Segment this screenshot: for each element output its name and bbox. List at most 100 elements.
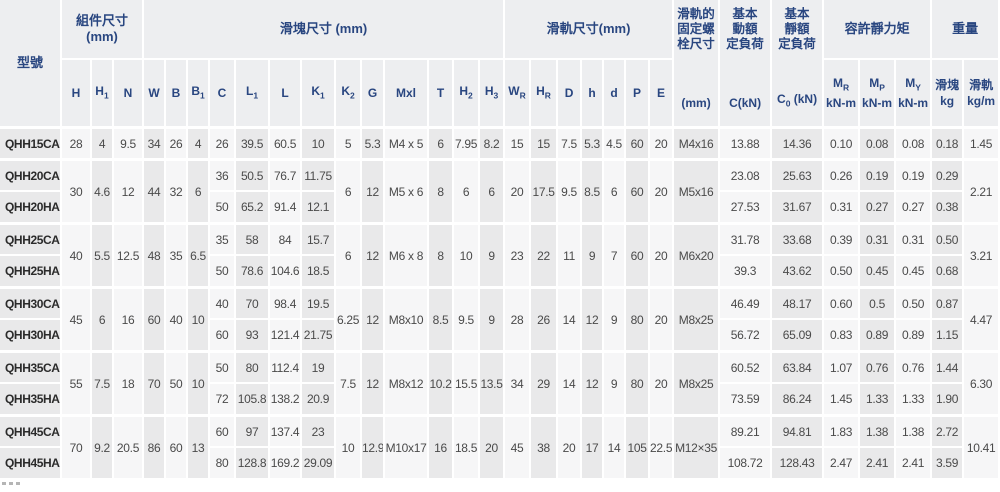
cell: 60 [626,222,651,286]
cell: M12×35 [674,414,721,478]
col-header-E: E [650,58,675,126]
cell: 15.5 [454,350,481,414]
cell: 0.27 [860,190,897,222]
header-dynamic-load: 基本 動額 定負荷 C(kN) [720,0,773,126]
cell: 10 [454,222,481,286]
cell: 0.87 [932,286,965,318]
header-rail-bolt-size: 滑軌的 固定螺 栓尺寸 (mm) [674,0,721,126]
cell: 9 [604,350,627,414]
cell: M5x16 [674,158,721,222]
cell: 65.2 [236,190,271,222]
cell: 18.5 [302,254,337,286]
cell: 0.50 [824,254,861,286]
table-row-qhh20ca: QHH20CA 30 4.6 12 44 32 6 36 50.5 76.7 1… [0,158,1000,222]
cell: 8.5 [582,158,605,222]
cell: 50 [210,350,237,382]
col-header-block-weight: 滑塊 kg [932,58,965,126]
cell: 97 [236,414,271,446]
cell: 1.44 [932,350,965,382]
cell: M5 x 6 [385,158,430,222]
cell: 17 [582,414,605,478]
cell: 27.53 [720,190,773,222]
header-block-dims-group: 滑塊尺寸 (mm) [144,0,506,58]
col-header-G: G [362,58,386,126]
cell: 50.5 [236,158,271,190]
cell: 1.38 [860,414,897,446]
cell: 30 [62,158,92,222]
cell: 2.72 [932,414,965,446]
cell: 0.68 [932,254,965,286]
cell: 20 [650,158,675,222]
cell: 39.5 [236,126,271,158]
cell: 6.30 [964,350,1000,414]
model-cell: QHH30CA [0,286,62,318]
cell: 108.72 [720,446,773,478]
cell: 80 [210,446,237,478]
cell: 8 [429,158,455,222]
cell: 56.72 [720,318,773,350]
cell: 13 [188,414,211,478]
cell: 4 [92,126,114,158]
cell: 6 [454,158,481,222]
cell: 105 [626,414,651,478]
model-cell: QHH20CA [0,158,62,190]
table-row-qhh25ca: QHH25CA 40 5.5 12.5 48 35 6.5 35 58 84 1… [0,222,1000,286]
cell: 12.5 [114,222,145,286]
cell: 9.2 [92,414,114,478]
cell: 104.6 [270,254,303,286]
cell: 17.5 [531,158,559,222]
cell: 60 [210,414,237,446]
model-cell: QHH45CA [0,414,62,446]
cell: 19 [302,350,337,382]
cell: 8.2 [480,126,506,158]
cell: 10 [302,126,337,158]
cell: 6 [92,286,114,350]
cell: 31.67 [772,190,825,222]
cell: 86 [144,414,167,478]
cell: 63.84 [772,350,825,382]
header-model: 型號 [0,0,62,126]
col-header-B1: B1 [188,58,211,126]
cell: 12 [582,286,605,350]
model-cell: QHH15CA [0,126,62,158]
cell: 6.25 [336,286,363,350]
table-row-qhh45ha: QHH45HA 80 128.8 169.2 29.09 108.72 128.… [0,446,1000,478]
cell: 60 [626,126,651,158]
cell: 15.7 [302,222,337,254]
cell: 8 [429,222,455,286]
col-header-Mxl: Mxl [385,58,430,126]
col-header-N: N [114,58,145,126]
cell: 4.47 [964,286,1000,350]
cell: M8x25 [674,350,721,414]
cell: 91.4 [270,190,303,222]
cell: 12 [582,350,605,414]
cell: 0.45 [860,254,897,286]
cell: 7.95 [454,126,481,158]
cell: M4x16 [674,126,721,158]
col-header-WR: WR [505,58,532,126]
cell: 0.19 [860,158,897,190]
header-group-row: 型號 組件尺寸 (mm) 滑塊尺寸 (mm) 滑軌尺寸(mm) 滑軌的 固定螺 栓尺寸… [0,0,1000,126]
cell: 4.6 [92,158,114,222]
cell: 169.2 [270,446,303,478]
table-row-qhh35ha: QHH35HA 72 105.8 138.2 20.9 73.59 86.24 … [0,382,1000,414]
col-header-d: d [604,58,627,126]
cell: 1.45 [824,382,861,414]
cell: 0.31 [860,222,897,254]
cell: 28 [62,126,92,158]
col-header-W: W [144,58,167,126]
cell: 14.36 [772,126,825,158]
cell: 60.5 [270,126,303,158]
cell: 3.21 [964,222,1000,286]
cell: 31.78 [720,222,773,254]
cell: 2.41 [896,446,933,478]
col-header-L1: L1 [236,58,271,126]
cell: 76.7 [270,158,303,190]
cell: 0.83 [824,318,861,350]
cell: 40 [62,222,92,286]
col-header-MR: MR kN-m [824,58,861,126]
cell: 20 [650,350,675,414]
cell: 137.4 [270,414,303,446]
cell: 94.81 [772,414,825,446]
cell: 138.2 [270,382,303,414]
